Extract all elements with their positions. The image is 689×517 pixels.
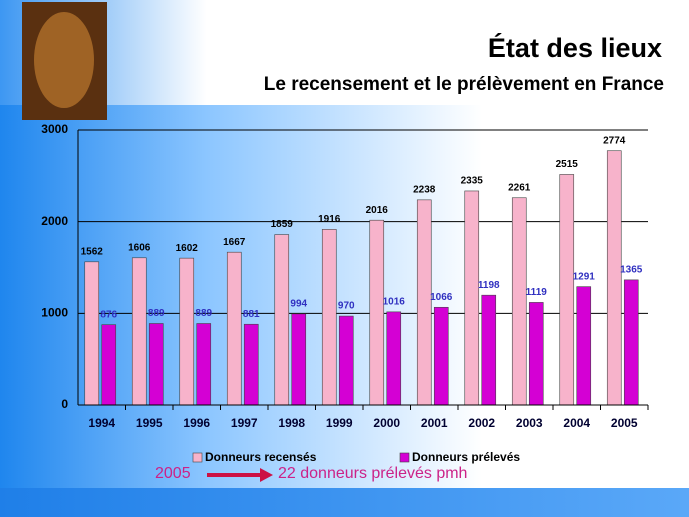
value-label: 1606 [128,242,151,253]
legend-swatch [192,452,203,463]
value-label: 970 [338,301,355,312]
annotation: 2005 [155,465,191,482]
legend-swatch [399,452,410,463]
title: État des lieux [488,32,662,63]
value-label: 2261 [508,182,531,193]
y-tick-label: 2000 [41,214,68,228]
x-tick-label: 1995 [136,416,163,430]
x-tick-label: 2001 [421,416,448,430]
bar [84,261,100,406]
value-label: 1066 [430,292,453,303]
legend-label: Donneurs prélevés [412,450,520,464]
x-tick-label: 1996 [183,416,210,430]
bar [464,190,480,406]
x-tick-label: 2005 [611,416,638,430]
bar [576,286,592,406]
footer-band [0,488,689,517]
y-tick-label: 3000 [41,122,68,136]
x-tick-label: 1997 [231,416,258,430]
bar [196,323,212,406]
y-tick-label: 1000 [41,306,68,320]
value-label: 881 [243,309,260,320]
subtitle: Le recensement et le prélèvement en Fran… [264,74,664,95]
bar [433,306,449,406]
value-label: 1602 [176,243,199,254]
bar [243,323,259,406]
bar [226,251,242,406]
bar [386,311,402,406]
x-tick-label: 2002 [468,416,495,430]
bar [528,302,544,406]
value-label: 1916 [318,214,341,225]
y-tick-label: 0 [61,397,68,411]
value-label: 2515 [556,159,579,170]
legend-label: Donneurs recensés [205,450,317,464]
x-tick-label: 1994 [88,416,115,430]
value-label: 1119 [526,287,548,298]
value-label: 1198 [478,280,500,291]
annotation: 22 donneurs prélevés pmh [278,465,467,482]
value-label: 1667 [223,237,246,248]
bar [559,174,575,406]
bar [338,315,354,406]
value-label: 889 [195,308,212,319]
value-label: 1562 [81,246,104,257]
value-label: 2238 [413,184,436,195]
x-tick-label: 1999 [326,416,353,430]
bar [511,197,527,406]
value-label: 889 [148,308,165,319]
bar [321,229,337,406]
bar [131,257,147,406]
header-band [0,0,689,105]
value-label: 2016 [366,205,389,216]
value-label: 876 [100,309,117,320]
value-label: 1365 [620,265,643,276]
value-label: 2335 [461,176,484,187]
x-tick-label: 2000 [373,416,400,430]
x-tick-label: 2004 [563,416,590,430]
value-label: 994 [290,299,307,310]
bar [101,324,117,406]
arrow-head [260,468,273,482]
x-tick-label: 2003 [516,416,543,430]
bar [369,219,385,406]
bar [148,323,164,406]
bar [179,257,195,406]
bar [606,150,622,406]
x-tick-label: 1998 [278,416,305,430]
bar [623,279,639,406]
value-label: 2774 [603,135,626,146]
value-label: 1291 [573,271,596,282]
value-label: 1859 [271,219,294,230]
value-label: 1016 [383,297,406,308]
bar [481,294,497,406]
photo-detail [34,12,94,108]
bar [291,313,307,406]
bar [274,234,290,406]
